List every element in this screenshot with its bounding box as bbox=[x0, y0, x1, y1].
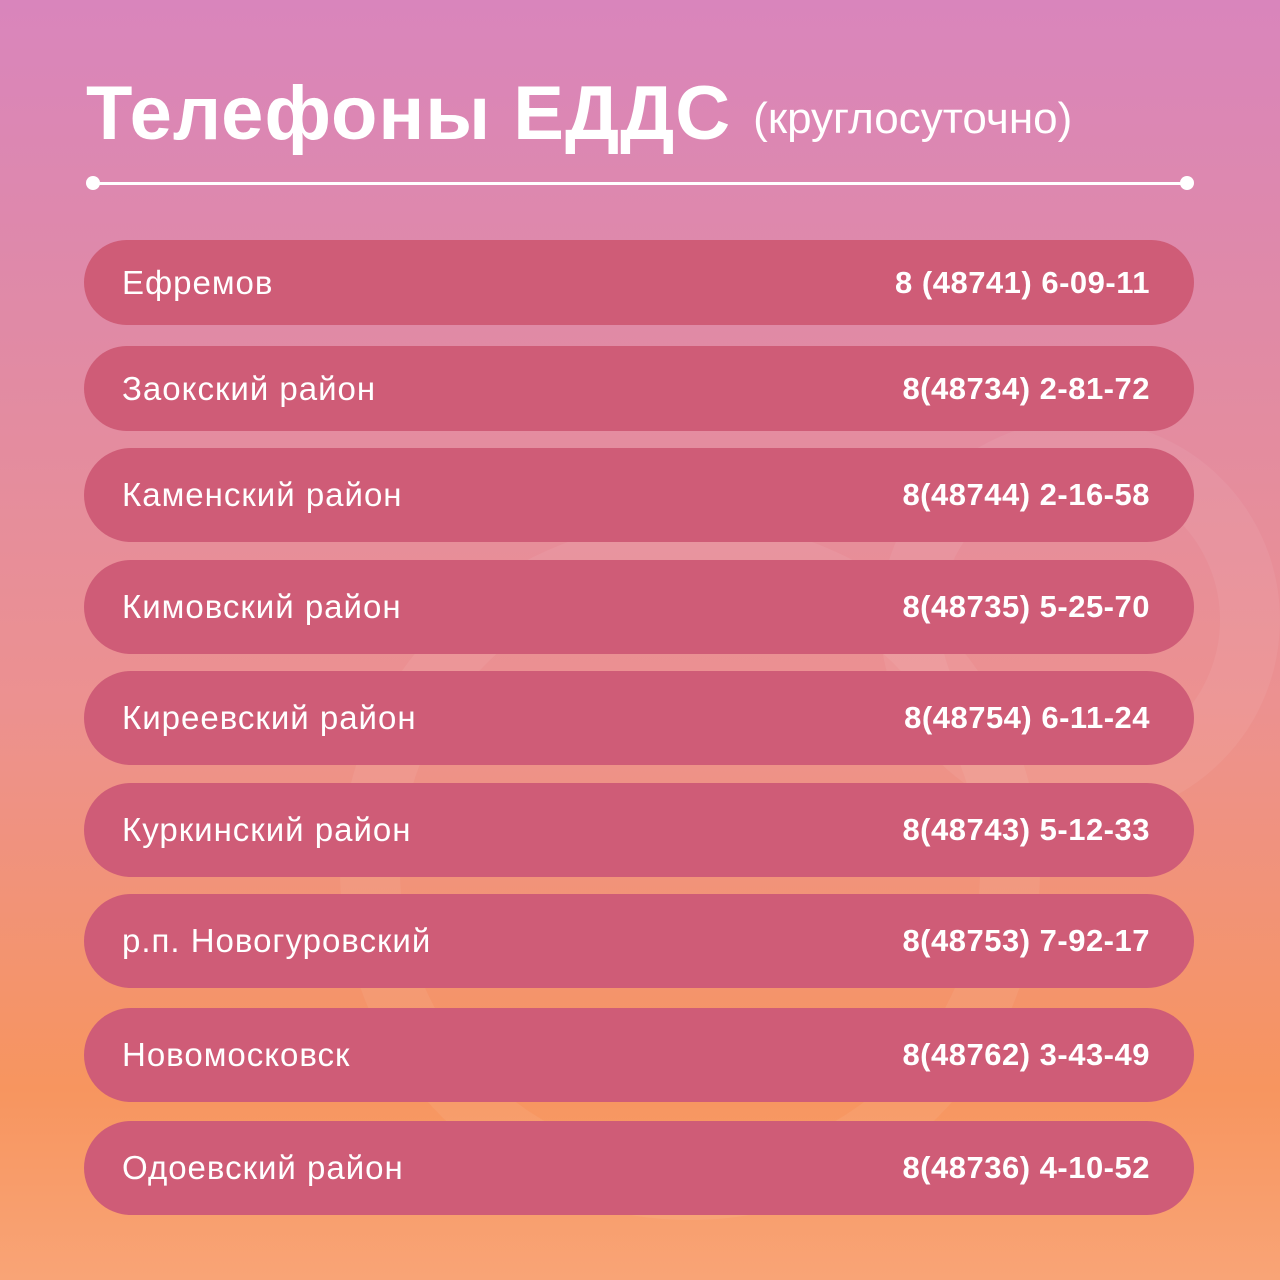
contact-phone[interactable]: 8(48734) 2-81-72 bbox=[902, 370, 1150, 406]
contact-phone[interactable]: 8(48754) 6-11-24 bbox=[904, 700, 1150, 735]
contact-phone[interactable]: 8 (48741) 6-09-11 bbox=[895, 264, 1150, 300]
contact-phone[interactable]: 8(48753) 7-92-17 bbox=[902, 923, 1150, 958]
contact-name: р.п. Новогуровский bbox=[122, 922, 432, 959]
contact-row: Ефремов 8 (48741) 6-09-11 bbox=[84, 240, 1194, 325]
contact-row: Новомосковск 8(48762) 3-43-49 bbox=[84, 1008, 1194, 1102]
contact-phone[interactable]: 8(48743) 5-12-33 bbox=[902, 812, 1150, 847]
divider-dot-right bbox=[1180, 176, 1194, 190]
contact-phone[interactable]: 8(48744) 2-16-58 bbox=[902, 477, 1150, 512]
title-subtitle: (круглосуточно) bbox=[753, 94, 1073, 143]
contact-name: Новомосковск bbox=[122, 1036, 351, 1073]
contact-row: Заокский район 8(48734) 2-81-72 bbox=[84, 346, 1194, 431]
contact-name: Одоевский район bbox=[122, 1149, 404, 1186]
contact-name: Куркинский район bbox=[122, 811, 412, 848]
divider-dot-left bbox=[86, 176, 100, 190]
contact-name: Киреевский район bbox=[122, 699, 417, 736]
contact-row: Киреевский район 8(48754) 6-11-24 bbox=[84, 671, 1194, 765]
contact-phone[interactable]: 8(48762) 3-43-49 bbox=[902, 1037, 1150, 1072]
page-title: Телефоны ЕДДС (круглосуточно) bbox=[86, 70, 1072, 157]
contact-row: Кимовский район 8(48735) 5-25-70 bbox=[84, 560, 1194, 654]
contact-row: Одоевский район 8(48736) 4-10-52 bbox=[84, 1121, 1194, 1215]
contact-name: Ефремов bbox=[122, 263, 274, 301]
contact-name: Заокский район bbox=[122, 369, 377, 407]
contact-name: Каменский район bbox=[122, 476, 403, 513]
title-main: Телефоны ЕДДС bbox=[86, 71, 732, 156]
contact-row: Куркинский район 8(48743) 5-12-33 bbox=[84, 783, 1194, 877]
contact-row: р.п. Новогуровский 8(48753) 7-92-17 bbox=[84, 894, 1194, 988]
contact-name: Кимовский район bbox=[122, 588, 402, 625]
contact-row: Каменский район 8(48744) 2-16-58 bbox=[84, 448, 1194, 542]
divider bbox=[92, 182, 1188, 185]
contact-phone[interactable]: 8(48736) 4-10-52 bbox=[902, 1150, 1150, 1185]
contact-phone[interactable]: 8(48735) 5-25-70 bbox=[902, 589, 1150, 624]
